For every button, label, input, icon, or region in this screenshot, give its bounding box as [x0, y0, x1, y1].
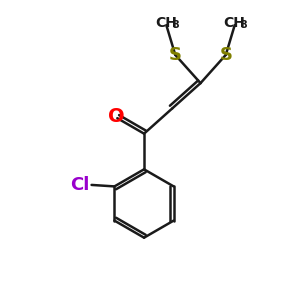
Text: 3: 3	[172, 20, 178, 30]
Text: 3: 3	[240, 20, 247, 30]
Text: S: S	[169, 46, 182, 64]
Text: Cl: Cl	[70, 176, 89, 194]
Text: S: S	[219, 46, 232, 64]
Text: CH: CH	[223, 16, 245, 30]
Text: CH: CH	[155, 16, 177, 30]
Text: O: O	[107, 107, 124, 126]
